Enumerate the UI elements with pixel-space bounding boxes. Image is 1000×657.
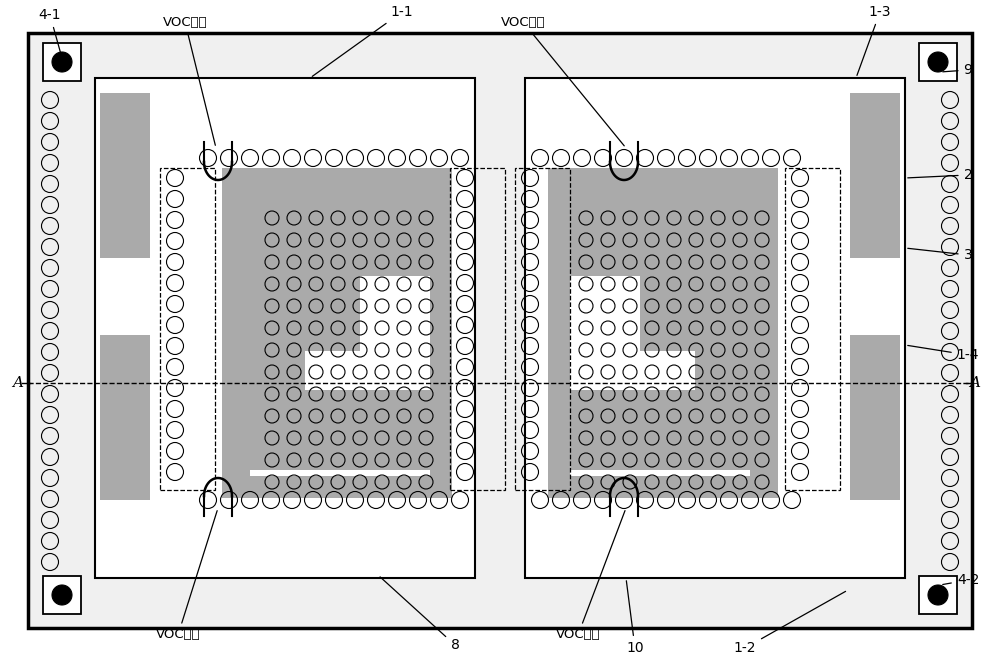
Bar [305, 276, 360, 351]
Text: 3: 3 [908, 248, 972, 262]
Bar [570, 196, 750, 476]
Circle shape [52, 52, 72, 72]
Bar [570, 390, 750, 470]
Bar [919, 576, 957, 614]
Bar [525, 78, 905, 578]
Bar [43, 43, 81, 81]
Text: A: A [12, 376, 24, 390]
Bar [850, 93, 900, 258]
Bar [919, 43, 957, 81]
Bar [250, 196, 305, 470]
Text: 8: 8 [380, 577, 459, 652]
Text: A: A [970, 376, 980, 390]
Bar [695, 196, 750, 470]
Text: 2: 2 [908, 168, 972, 182]
Text: 9: 9 [943, 63, 972, 77]
Bar [100, 335, 150, 500]
Bar [250, 196, 430, 476]
Bar [570, 276, 695, 390]
Text: 4-2: 4-2 [943, 573, 979, 587]
Text: 4-1: 4-1 [39, 8, 61, 55]
Bar [640, 276, 695, 351]
Text: VOC输入: VOC输入 [156, 510, 217, 641]
Text: 10: 10 [626, 581, 644, 655]
Text: 1-3: 1-3 [857, 5, 891, 76]
Circle shape [928, 585, 948, 605]
Circle shape [928, 52, 948, 72]
Bar [570, 196, 750, 276]
Text: 1-1: 1-1 [312, 5, 413, 76]
Bar [515, 168, 570, 490]
Bar [100, 93, 150, 258]
Text: VOC输出: VOC输出 [163, 16, 215, 145]
Bar [222, 168, 452, 498]
Bar [305, 276, 430, 390]
Bar [785, 168, 840, 490]
Bar [250, 196, 430, 276]
Bar [250, 390, 430, 470]
Text: VOC输出: VOC输出 [501, 16, 624, 146]
Bar [548, 168, 778, 498]
Bar [160, 168, 215, 490]
Bar [850, 335, 900, 500]
Text: 1-2: 1-2 [734, 591, 846, 655]
Circle shape [52, 585, 72, 605]
Bar [95, 78, 475, 578]
Text: VOC输入: VOC输入 [556, 510, 625, 641]
Bar [450, 168, 505, 490]
Text: 1-4: 1-4 [908, 346, 979, 362]
Bar [43, 576, 81, 614]
